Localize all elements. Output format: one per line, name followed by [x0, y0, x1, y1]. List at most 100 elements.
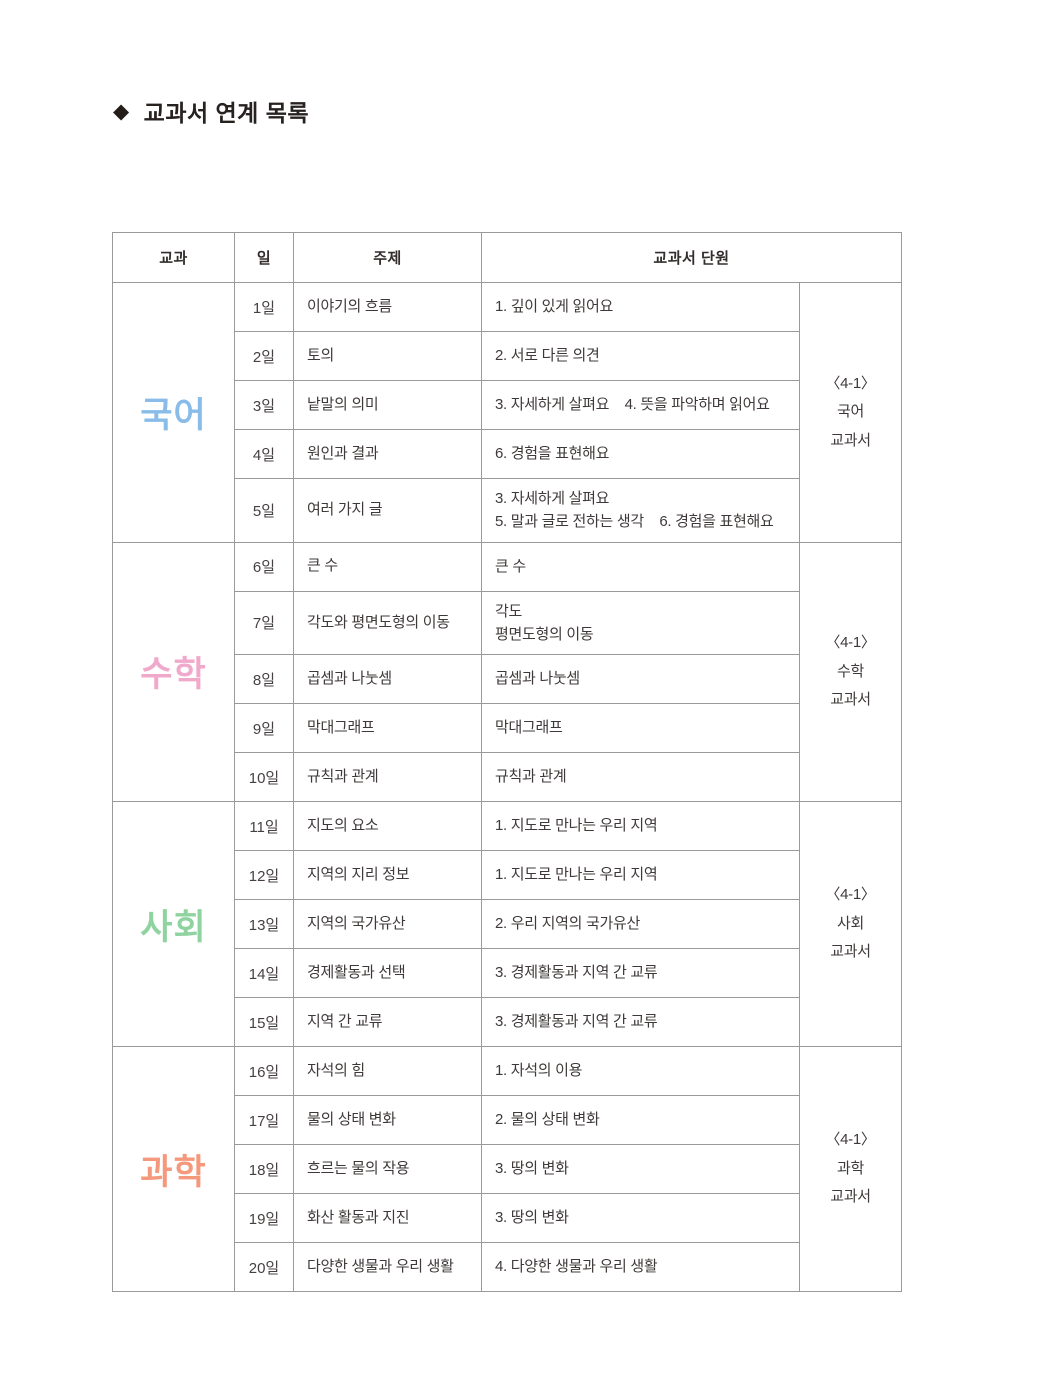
- unit-cell: 1. 지도로 만나는 우리 지역: [481, 850, 800, 900]
- day-cell: 2일: [234, 331, 294, 381]
- day-cell: 1일: [234, 282, 294, 332]
- day-cell: 6일: [234, 541, 294, 592]
- table-header: 교과 일 주제 교과서 단원: [112, 232, 903, 283]
- curriculum-table: 교과 일 주제 교과서 단원 국어 1일 이야기의 흐름 1. 깊이 있게 읽어요 〈4…: [112, 232, 903, 1292]
- unit-cell: 3. 땅의 변화: [481, 1144, 800, 1194]
- header-topic: 주제: [293, 232, 482, 283]
- topic-cell: 토의: [293, 331, 482, 381]
- table-row: 9일 막대그래프 막대그래프: [113, 703, 902, 753]
- unit-cell: 3. 경제활동과 지역 간 교류: [481, 997, 800, 1047]
- table-row: 2일 토의 2. 서로 다른 의견: [113, 331, 902, 381]
- topic-cell: 지역의 지리 정보: [293, 850, 482, 900]
- table-row: 10일 규칙과 관계 규칙과 관계: [113, 752, 902, 802]
- day-cell: 17일: [234, 1095, 294, 1145]
- book-cell-2: 〈4-1〉 수학 교과서: [798, 541, 903, 802]
- table-row: 14일 경제활동과 선택 3. 경제활동과 지역 간 교류: [113, 948, 902, 998]
- unit-cell: 3. 자세하게 살펴요 5. 말과 글로 전하는 생각 6. 경험을 표현해요: [481, 478, 800, 543]
- page-title-text: 교과서 연계 목록: [143, 100, 310, 126]
- day-cell: 19일: [234, 1193, 294, 1243]
- unit-cell: 3. 땅의 변화: [481, 1193, 800, 1243]
- table-body: 국어 1일 이야기의 흐름 1. 깊이 있게 읽어요 〈4-1〉 국어 교과서 2일 토의 2…: [112, 282, 903, 1292]
- day-cell: 4일: [234, 429, 294, 479]
- topic-cell: 흐르는 물의 작용: [293, 1144, 482, 1194]
- unit-cell: 6. 경험을 표현해요: [481, 429, 800, 479]
- day-cell: 7일: [234, 590, 294, 655]
- table-row: 5일 여러 가지 글 3. 자세하게 살펴요 5. 말과 글로 전하는 생각 6. …: [113, 478, 902, 543]
- unit-cell: 1. 지도로 만나는 우리 지역: [481, 801, 800, 851]
- topic-cell: 화산 활동과 지진: [293, 1193, 482, 1243]
- day-cell: 3일: [234, 380, 294, 430]
- topic-cell: 지도의 요소: [293, 801, 482, 851]
- subject-cell-4: 과학: [112, 1046, 235, 1292]
- day-cell: 11일: [234, 801, 294, 851]
- topic-cell: 막대그래프: [293, 703, 482, 753]
- day-cell: 16일: [234, 1046, 294, 1096]
- topic-cell: 여러 가지 글: [293, 478, 482, 543]
- topic-cell: 큰 수: [293, 541, 482, 592]
- unit-cell: 2. 서로 다른 의견: [481, 331, 800, 381]
- topic-cell: 각도와 평면도형의 이동: [293, 590, 482, 655]
- table-row: 15일 지역 간 교류 3. 경제활동과 지역 간 교류: [113, 997, 902, 1047]
- subject-cell-3: 사회: [112, 801, 235, 1047]
- unit-cell: 막대그래프: [481, 703, 800, 753]
- table-row: 17일 물의 상태 변화 2. 물의 상태 변화: [113, 1095, 902, 1145]
- day-cell: 8일: [234, 654, 294, 704]
- topic-cell: 지역 간 교류: [293, 997, 482, 1047]
- day-cell: 13일: [234, 899, 294, 949]
- day-cell: 5일: [234, 478, 294, 543]
- subject-cell-1: 국어: [112, 282, 235, 543]
- book-cell-1: 〈4-1〉 국어 교과서: [798, 282, 903, 543]
- table-row: 과학 16일 자석의 힘 1. 자석의 이용 〈4-1〉 과학 교과서: [112, 1046, 903, 1292]
- table-row: 사회 11일 지도의 요소 1. 지도로 만나는 우리 지역 〈4-1〉 사회 교과서: [112, 801, 903, 1047]
- topic-cell: 원인과 결과: [293, 429, 482, 479]
- table-row: 18일 흐르는 물의 작용 3. 땅의 변화: [113, 1144, 902, 1194]
- table-row: 20일 다양한 생물과 우리 생활 4. 다양한 생물과 우리 생활: [113, 1242, 902, 1292]
- unit-cell: 2. 물의 상태 변화: [481, 1095, 800, 1145]
- header-subject: 교과: [112, 232, 235, 283]
- topic-cell: 경제활동과 선택: [293, 948, 482, 998]
- day-cell: 14일: [234, 948, 294, 998]
- day-cell: 20일: [234, 1242, 294, 1292]
- table-row: 국어 1일 이야기의 흐름 1. 깊이 있게 읽어요 〈4-1〉 국어 교과서: [112, 282, 903, 543]
- table-row: 19일 화산 활동과 지진 3. 땅의 변화: [113, 1193, 902, 1243]
- topic-cell: 다양한 생물과 우리 생활: [293, 1242, 482, 1292]
- day-cell: 15일: [234, 997, 294, 1047]
- topic-cell: 자석의 힘: [293, 1046, 482, 1096]
- table-row: 8일 곱셈과 나눗셈 곱셈과 나눗셈: [113, 654, 902, 704]
- unit-cell: 각도 평면도형의 이동: [481, 590, 800, 655]
- table-row: 12일 지역의 지리 정보 1. 지도로 만나는 우리 지역: [113, 850, 902, 900]
- unit-cell: 3. 경제활동과 지역 간 교류: [481, 948, 800, 998]
- unit-cell: 2. 우리 지역의 국가유산: [481, 899, 800, 949]
- table-row: 7일 각도와 평면도형의 이동 각도 평면도형의 이동: [113, 590, 902, 655]
- table-row: 4일 원인과 결과 6. 경험을 표현해요: [113, 429, 902, 479]
- unit-cell: 4. 다양한 생물과 우리 생활: [481, 1242, 800, 1292]
- header-unit: 교과서 단원: [480, 232, 903, 283]
- subject-cell-2: 수학: [112, 541, 235, 802]
- day-cell: 12일: [234, 850, 294, 900]
- page-title: ◆ 교과서 연계 목록: [113, 94, 309, 128]
- header-day: 일: [234, 232, 294, 283]
- table-row: 13일 지역의 국가유산 2. 우리 지역의 국가유산: [113, 899, 902, 949]
- day-cell: 10일: [234, 752, 294, 802]
- unit-cell: 3. 자세하게 살펴요 4. 뜻을 파악하며 읽어요: [481, 380, 800, 430]
- day-cell: 9일: [234, 703, 294, 753]
- unit-cell: 큰 수: [481, 541, 800, 592]
- topic-cell: 곱셈과 나눗셈: [293, 654, 482, 704]
- topic-cell: 이야기의 흐름: [293, 282, 482, 332]
- unit-cell: 규칙과 관계: [481, 752, 800, 802]
- table-row: 3일 낱말의 의미 3. 자세하게 살펴요 4. 뜻을 파악하며 읽어요: [113, 380, 902, 430]
- topic-cell: 규칙과 관계: [293, 752, 482, 802]
- unit-cell: 1. 자석의 이용: [481, 1046, 800, 1096]
- unit-cell: 1. 깊이 있게 읽어요: [481, 282, 800, 332]
- header-row: 교과 일 주제 교과서 단원: [112, 232, 903, 283]
- book-cell-4: 〈4-1〉 과학 교과서: [798, 1046, 903, 1292]
- unit-cell: 곱셈과 나눗셈: [481, 654, 800, 704]
- topic-cell: 낱말의 의미: [293, 380, 482, 430]
- topic-cell: 지역의 국가유산: [293, 899, 482, 949]
- book-cell-3: 〈4-1〉 사회 교과서: [798, 801, 903, 1047]
- topic-cell: 물의 상태 변화: [293, 1095, 482, 1145]
- day-cell: 18일: [234, 1144, 294, 1194]
- diamond-icon: ◆: [113, 99, 130, 123]
